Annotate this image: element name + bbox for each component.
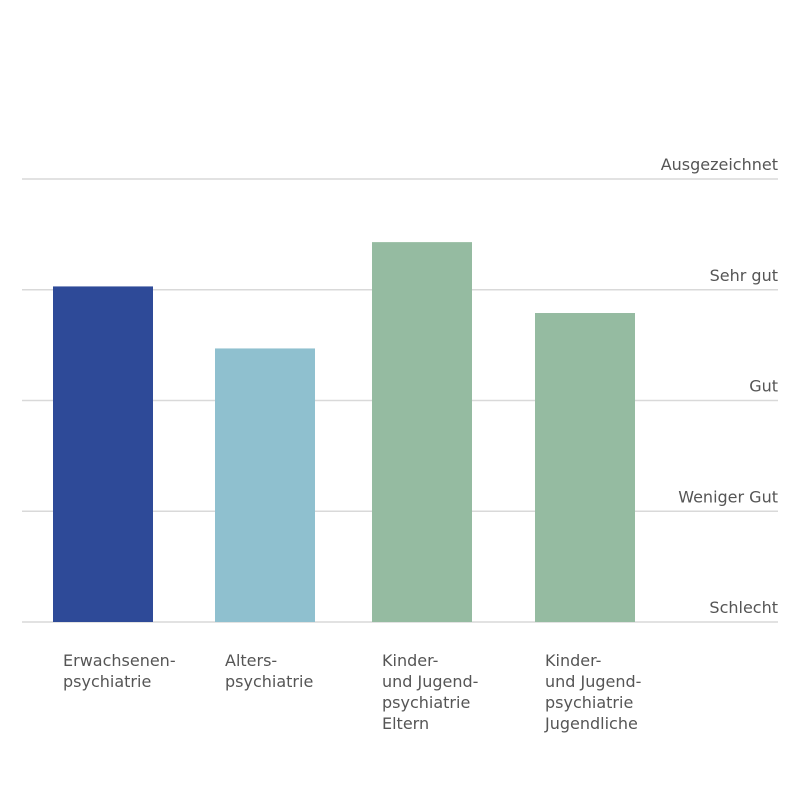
- bar: [535, 313, 635, 622]
- category-label: Alters-psychiatrie: [225, 651, 313, 691]
- y-tick-label: Ausgezeichnet: [661, 155, 778, 174]
- category-label-line: Erwachsenen-: [63, 651, 176, 670]
- category-label-line: Alters-: [225, 651, 277, 670]
- bar: [372, 242, 472, 622]
- category-label-line: und Jugend-: [545, 672, 641, 691]
- category-label-line: Kinder-: [382, 651, 438, 670]
- category-label-line: psychiatrie: [225, 672, 313, 691]
- y-tick-labels: Schlecht Weniger Gut Gut Sehr gut Ausgezeich…: [661, 155, 778, 617]
- bars: [53, 242, 635, 622]
- category-labels: Erwachsenen-psychiatrieAlters-psychiatri…: [63, 651, 641, 733]
- category-label-line: psychiatrie: [382, 693, 470, 712]
- category-label-line: Kinder-: [545, 651, 601, 670]
- category-label-line: psychiatrie: [63, 672, 151, 691]
- category-label-line: psychiatrie: [545, 693, 633, 712]
- category-label-line: Jugendliche: [544, 714, 638, 733]
- category-label: Erwachsenen-psychiatrie: [63, 651, 176, 691]
- y-tick-label: Weniger Gut: [678, 487, 778, 506]
- category-label: Kinder-und Jugend-psychiatrie Eltern: [382, 651, 478, 733]
- y-tick-label: Schlecht: [709, 598, 778, 617]
- category-label-line: Eltern: [382, 714, 429, 733]
- bar: [215, 348, 315, 622]
- category-label-line: und Jugend-: [382, 672, 478, 691]
- y-tick-label: Sehr gut: [710, 266, 778, 285]
- y-tick-label: Gut: [749, 377, 778, 396]
- bar: [53, 286, 153, 622]
- category-label: Kinder-und Jugend-psychiatrie Jugendliche: [544, 651, 641, 733]
